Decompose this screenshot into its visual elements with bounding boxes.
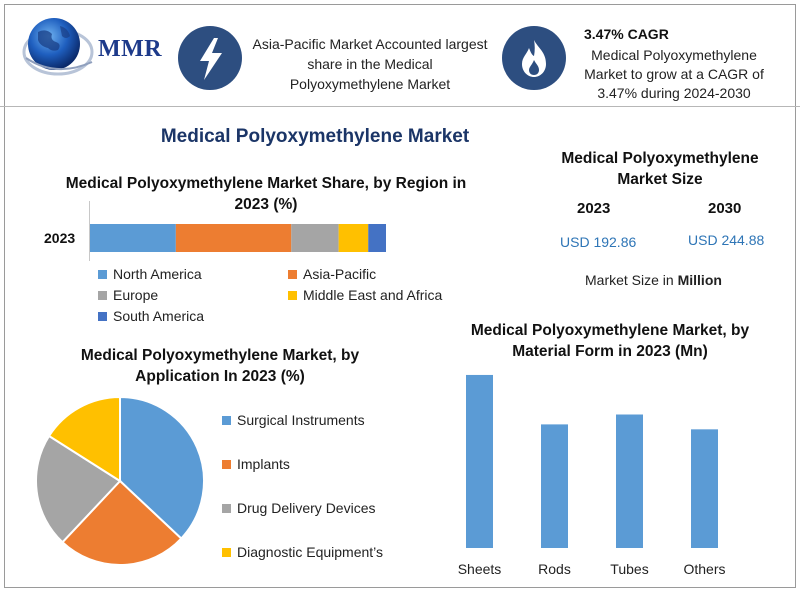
legend-swatch	[288, 290, 297, 300]
application-legend-item-surgical-instruments: Surgical Instruments	[222, 412, 365, 428]
region-bar-segment-middle-east-and-africa	[338, 224, 369, 252]
region-legend-item-asia-pacific: Asia-Pacific	[288, 266, 376, 282]
market-size-value-2023: USD 192.86	[560, 234, 637, 250]
region-legend-item-south-america: South America	[98, 308, 204, 324]
legend-label: Implants	[237, 456, 290, 472]
legend-label: Drug Delivery Devices	[237, 500, 376, 516]
legend-label: Asia-Pacific	[303, 266, 377, 282]
region-bar-segment-south-america	[368, 224, 386, 252]
material-chart-title: Medical Polyoxymethylene Market, by Mate…	[470, 322, 750, 360]
legend-label: Europe	[113, 287, 159, 303]
header-left-text: Asia-Pacific Market Accounted largest sh…	[252, 36, 488, 92]
region-legend-item-europe: Europe	[98, 287, 158, 303]
legend-swatch	[222, 547, 231, 557]
material-x-tick-label: Sheets	[458, 561, 502, 577]
globe-icon	[22, 18, 94, 76]
region-legend-item-north-america: North America	[98, 266, 202, 282]
region-stacked-bar	[90, 224, 386, 252]
region-chart-axis	[89, 201, 90, 261]
legend-label: Middle East and Africa	[303, 287, 443, 303]
market-size-note-prefix: Market Size in	[585, 272, 678, 288]
material-bar-rods	[541, 424, 568, 548]
legend-swatch	[98, 311, 107, 321]
legend-label: Diagnostic Equipment’s	[237, 544, 384, 560]
page-title: Medical Polyoxymethylene Market	[160, 126, 470, 147]
application-legend-item-diagnostic-equipment-s: Diagnostic Equipment’s	[222, 544, 383, 560]
pie-slice-implants	[61, 479, 183, 566]
legend-swatch	[222, 503, 231, 513]
legend-swatch	[222, 415, 231, 425]
region-bar-segment-europe	[291, 224, 339, 252]
market-size-year-2023: 2023	[577, 200, 611, 217]
cagr-title: 3.47% CAGR	[584, 26, 669, 42]
material-bar-chart: Sheets Rods Tubes Others	[458, 374, 726, 577]
legend-label: Surgical Instruments	[237, 412, 365, 428]
material-x-tick-label: Rods	[538, 561, 571, 577]
legend-label: South America	[113, 308, 205, 324]
market-size-title: Medical Polyoxymethylene Market Size	[561, 150, 759, 188]
application-chart-title: Medical Polyoxymethylene Market, by Appl…	[80, 347, 360, 385]
market-size-year-2030: 2030	[708, 200, 742, 217]
material-bar-others	[691, 429, 718, 548]
lightning-bolt-icon	[178, 26, 242, 90]
header-divider	[0, 106, 800, 107]
pie-slice-diagnostic-equipment-s	[47, 395, 121, 483]
cagr-description: Medical Polyoxymethylene Market to grow …	[584, 47, 764, 101]
flame-icon	[502, 26, 566, 90]
application-pie-chart	[35, 395, 205, 566]
region-bar-year-label: 2023	[44, 230, 76, 246]
material-x-tick-label: Others	[683, 561, 725, 577]
pie-slice-surgical-instruments	[119, 395, 205, 540]
infographic-frame	[4, 4, 796, 588]
region-bar-segment-asia-pacific	[175, 224, 292, 252]
application-legend-item-drug-delivery-devices: Drug Delivery Devices	[222, 500, 375, 516]
market-size-unit-note: Market Size in Million	[585, 272, 722, 288]
legend-label: North America	[113, 266, 202, 282]
legend-swatch	[288, 269, 297, 279]
market-size-note-unit: Million	[677, 272, 722, 288]
application-legend-item-implants: Implants	[222, 456, 290, 472]
market-size-value-2030: USD 244.88	[688, 232, 765, 248]
mmr-logo	[14, 14, 174, 80]
material-x-tick-label: Tubes	[610, 561, 648, 577]
material-bar-tubes	[616, 414, 643, 548]
legend-swatch	[222, 459, 231, 469]
region-bar-segment-north-america	[90, 224, 176, 252]
legend-swatch	[98, 290, 107, 300]
region-chart-title: Medical Polyoxymethylene Market Share, b…	[65, 175, 467, 213]
pie-slice-drug-delivery-devices	[35, 434, 122, 544]
logo-text: MMR	[98, 36, 163, 62]
legend-swatch	[98, 269, 107, 279]
material-bar-sheets	[466, 374, 493, 548]
region-legend-item-middle-east-and-africa: Middle East and Africa	[288, 287, 442, 303]
